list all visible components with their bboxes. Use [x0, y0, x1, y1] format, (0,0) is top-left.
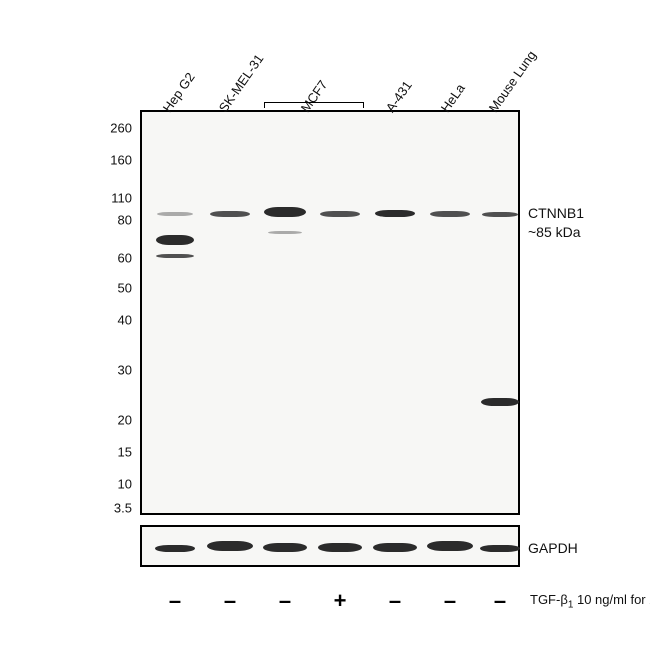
mw-marker-label: 3.5 [92, 501, 132, 516]
band [430, 211, 470, 217]
treatment-symbol: – [488, 588, 512, 614]
mw-marker-label: 15 [92, 445, 132, 460]
mw-marker-label: 50 [92, 281, 132, 296]
loading-control-label: GAPDH [528, 540, 578, 556]
band [156, 235, 194, 245]
treatment-symbol: + [328, 588, 352, 614]
band [427, 541, 473, 551]
treatment-symbol: – [383, 588, 407, 614]
band [207, 541, 253, 551]
main-blot-box [140, 110, 520, 515]
treatment-symbol: – [163, 588, 187, 614]
band [268, 231, 302, 234]
band [320, 211, 360, 217]
band [155, 545, 195, 552]
band [482, 212, 518, 217]
mw-marker-label: 20 [92, 413, 132, 428]
band [318, 543, 362, 552]
target-protein-label: CTNNB1 [528, 205, 584, 221]
band [156, 254, 194, 258]
target-mw-label: ~85 kDa [528, 224, 581, 240]
mw-marker-label: 10 [92, 477, 132, 492]
lane-bracket [264, 102, 364, 108]
lane-label: Hep G2 [160, 70, 198, 115]
treatment-label: TGF-β1 10 ng/ml for 24 hr [530, 592, 650, 611]
lane-label: SK-MEL-31 [216, 51, 267, 115]
band [481, 398, 519, 406]
mw-marker-label: 60 [92, 251, 132, 266]
western-blot-figure: Hep G2SK-MEL-31MCF7A-431HeLaMouse Lung 2… [0, 0, 650, 652]
lane-label: Mouse Lung [486, 48, 539, 115]
treatment-symbol: – [438, 588, 462, 614]
mw-marker-label: 80 [92, 213, 132, 228]
band [375, 210, 415, 217]
mw-marker-label: 110 [92, 191, 132, 206]
band [210, 211, 250, 217]
treatment-symbol: – [273, 588, 297, 614]
band [157, 212, 193, 216]
band [264, 207, 306, 217]
band [263, 543, 307, 552]
band [373, 543, 417, 552]
mw-marker-label: 30 [92, 363, 132, 378]
mw-marker-label: 160 [92, 153, 132, 168]
mw-marker-label: 260 [92, 121, 132, 136]
treatment-symbol: – [218, 588, 242, 614]
band [480, 545, 520, 552]
mw-marker-label: 40 [92, 313, 132, 328]
